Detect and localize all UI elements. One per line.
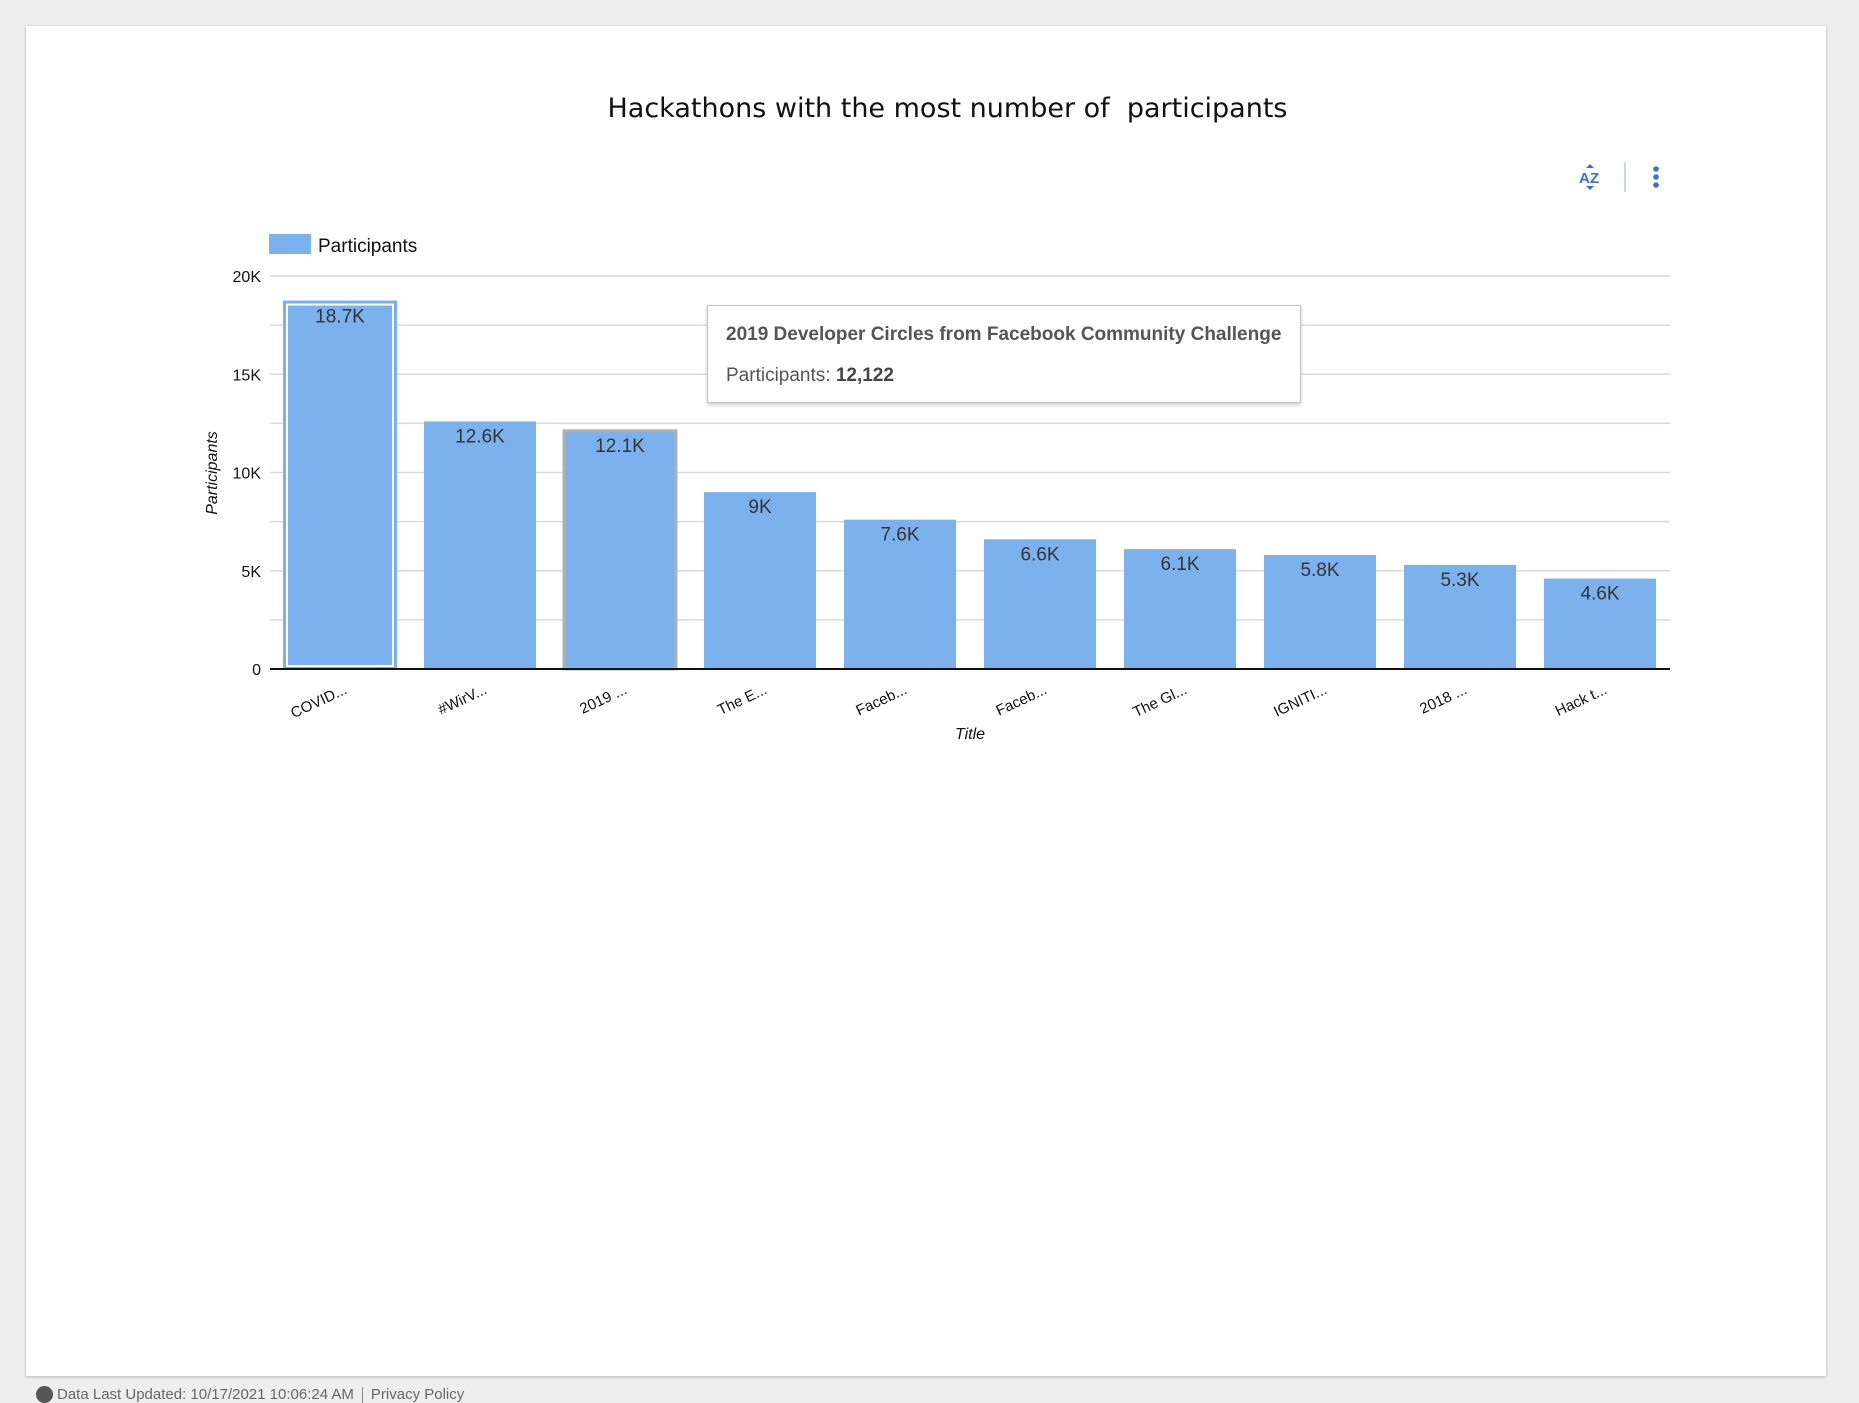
footer-divider — [361, 1386, 363, 1403]
x-tick-label: 2019 ... — [577, 681, 630, 718]
y-axis-ticks: 0 5K 10K 15K 20K — [233, 269, 262, 679]
bar-selection-outline — [286, 303, 394, 667]
svg-text:A: A — [1579, 170, 1590, 187]
y-tick-label: 15K — [233, 367, 262, 384]
svg-text:Z: Z — [1590, 170, 1599, 187]
bar[interactable] — [844, 519, 956, 669]
bar[interactable] — [1544, 578, 1656, 669]
data-label: 9K — [748, 497, 772, 518]
tooltip-metric: Participants: 12,122 — [726, 365, 1300, 387]
chart-tooltip: 2019 Developer Circles from Facebook Com… — [707, 305, 1301, 403]
report-footer: Data Last Updated: 10/17/2021 10:06:24 A… — [36, 1386, 464, 1403]
x-tick-label: 2018 ... — [1417, 681, 1470, 718]
more-options-button[interactable] — [1646, 160, 1666, 194]
y-tick-label: 10K — [233, 466, 262, 483]
data-label: 6.6K — [1020, 544, 1059, 565]
bar[interactable] — [424, 421, 536, 669]
x-tick-label: COVID... — [288, 681, 350, 722]
x-tick-label: Faceb... — [853, 681, 909, 719]
info-icon — [36, 1386, 53, 1403]
chart-title: Hackathons with the most number of parti… — [607, 93, 1288, 124]
bar[interactable] — [1404, 564, 1516, 669]
x-tick-label: IGNITI... — [1271, 681, 1330, 720]
report-page — [26, 26, 1826, 1376]
bars — [283, 300, 1656, 671]
tooltip-title: 2019 Developer Circles from Facebook Com… — [726, 324, 1282, 345]
privacy-policy-link[interactable]: Privacy Policy — [370, 1386, 465, 1403]
tooltip-metric-value: 12,122 — [835, 365, 894, 386]
bar[interactable] — [704, 492, 816, 669]
data-label: 5.3K — [1440, 570, 1479, 591]
tooltip-metric-label: Participants: — [726, 365, 831, 386]
data-label: 5.8K — [1300, 560, 1339, 581]
sort-button[interactable]: A Z — [1570, 160, 1610, 194]
legend-label[interactable]: Participants — [318, 236, 417, 257]
chart-toolbar: A Z — [1570, 160, 1666, 194]
bar-chart: 0 5K 10K 15K 20K 18.7K 12.6K 12.1K 9K 7.6K 6.6K 6.… — [204, 234, 1670, 743]
x-axis-title: Title — [955, 726, 985, 743]
bar[interactable] — [1264, 555, 1376, 669]
data-label: 7.6K — [880, 525, 919, 546]
sort-az-icon: A Z — [1579, 164, 1599, 190]
toolbar-divider — [1624, 162, 1626, 192]
data-label: 12.1K — [595, 436, 645, 457]
y-axis-title: Participants — [204, 431, 221, 515]
last-updated-text: Data Last Updated: 10/17/2021 10:06:24 A… — [57, 1386, 354, 1403]
y-tick-label: 0 — [252, 662, 261, 679]
bar[interactable] — [562, 429, 678, 671]
legend-swatch — [269, 234, 311, 254]
x-tick-label: #WirV... — [435, 681, 489, 718]
bar[interactable] — [984, 539, 1096, 669]
data-labels: 18.7K 12.6K 12.1K 9K 7.6K 6.6K 6.1K 5.8K 5.3K 4.6… — [315, 307, 1620, 605]
x-tick-label: The Gl... — [1130, 681, 1189, 721]
x-tick-label: Faceb... — [993, 681, 1049, 719]
more-vert-icon — [1653, 166, 1659, 188]
bar[interactable] — [283, 300, 397, 670]
data-label: 12.6K — [455, 426, 505, 447]
legend: Participants — [269, 234, 417, 257]
x-axis-ticks: COVID... #WirV... 2019 ... The E... Faceb...… — [288, 681, 1610, 722]
y-tick-label: 20K — [233, 269, 262, 286]
data-label: 18.7K — [315, 307, 365, 328]
y-tick-label: 5K — [241, 564, 261, 581]
data-label: 6.1K — [1160, 554, 1199, 575]
x-tick-label: The E... — [715, 681, 770, 719]
bar[interactable] — [1124, 549, 1236, 669]
data-label: 4.6K — [1580, 584, 1619, 605]
x-tick-label: Hack t... — [1553, 681, 1610, 720]
